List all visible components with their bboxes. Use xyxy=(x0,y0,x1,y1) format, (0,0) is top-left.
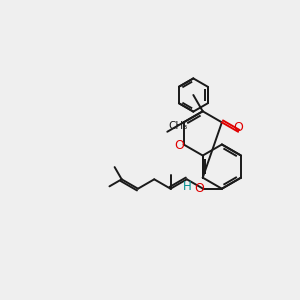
Text: O: O xyxy=(174,139,184,152)
Text: O: O xyxy=(233,121,243,134)
Text: H: H xyxy=(182,180,191,193)
Text: O: O xyxy=(194,182,204,195)
Text: CH₃: CH₃ xyxy=(168,121,188,130)
